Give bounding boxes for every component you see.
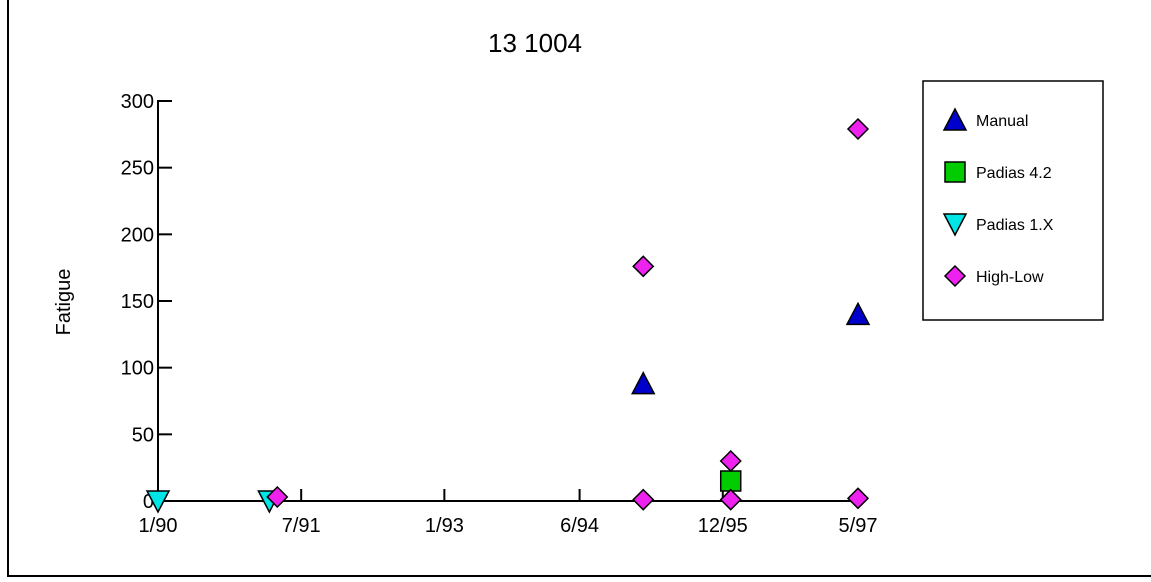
y-tick-label: 0 (143, 491, 154, 513)
legend-square-icon (944, 161, 966, 183)
legend: Manual Padias 4.2 Padias 1.X High-Low (922, 80, 1104, 321)
data-point-diamond (846, 117, 870, 141)
chart-title: 13 1004 (488, 28, 582, 58)
data-point-square (719, 470, 742, 492)
data-point-triangle-down (145, 490, 171, 514)
legend-diamond-icon (943, 264, 967, 288)
legend-label: Padias 4.2 (976, 165, 1052, 182)
legend-label: Manual (976, 113, 1028, 130)
x-tick-label: 1/93 (425, 515, 464, 537)
data-point-triangle-up (630, 371, 656, 395)
y-axis-label: Fatigue (53, 269, 75, 336)
x-tick-label: 12/95 (698, 515, 748, 537)
legend-label: High-Low (976, 269, 1044, 286)
data-point-diamond (632, 488, 655, 511)
x-tick-label: 7/91 (282, 515, 321, 537)
data-point-diamond (632, 255, 655, 278)
x-ticks: 1/90 7/91 1/93 6/94 12/95 5/97 (139, 489, 878, 537)
y-tick-label: 150 (121, 291, 154, 313)
y-tick-label: 50 (132, 424, 154, 446)
data-point-diamond (719, 449, 742, 473)
y-tick-label: 300 (121, 91, 154, 113)
data-point-diamond (719, 488, 742, 511)
legend-triangle-down-icon (942, 213, 968, 237)
x-tick-label: 5/97 (839, 515, 878, 537)
y-ticks: 0 50 100 150 200 250 300 (121, 91, 172, 513)
y-tick-label: 250 (121, 158, 154, 180)
data-point-diamond (846, 487, 870, 510)
legend-label: Padias 1.X (976, 217, 1054, 234)
data-points (145, 117, 871, 514)
y-tick-label: 100 (121, 358, 154, 380)
data-point-triangle-up (845, 301, 871, 326)
x-tick-label: 1/90 (139, 515, 178, 537)
x-tick-label: 6/94 (560, 515, 599, 537)
legend-triangle-up-icon (942, 107, 968, 131)
y-tick-label: 200 (121, 224, 154, 246)
data-point-diamond (266, 485, 289, 509)
